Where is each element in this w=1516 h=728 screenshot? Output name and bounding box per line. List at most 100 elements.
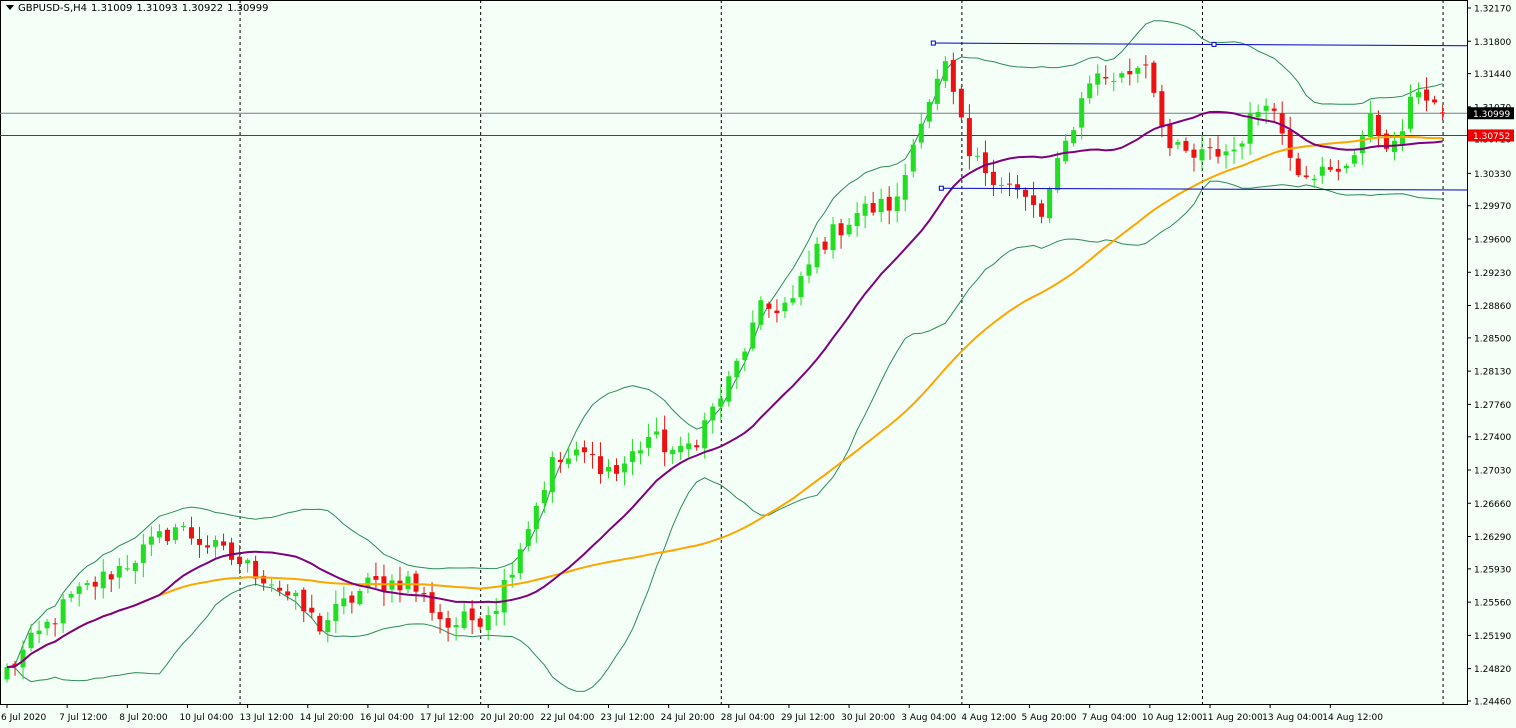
ma-fast-line: [6, 110, 1443, 669]
x-tick-label: 7 Aug 04:00: [1082, 713, 1137, 723]
candle-body: [1383, 133, 1389, 149]
candle-body: [1015, 184, 1021, 190]
candle-body: [814, 243, 820, 268]
candle-body: [1063, 140, 1069, 162]
candle-51: [413, 570, 419, 602]
candle-body: [822, 241, 828, 250]
candle-body: [1215, 149, 1221, 157]
candle-179: [1440, 104, 1446, 121]
candle-body: [213, 540, 219, 547]
candle-55: [445, 610, 451, 642]
candle-body: [445, 618, 451, 628]
candle-122: [982, 140, 988, 187]
channel-lower-anchor[interactable]: [938, 185, 944, 191]
channel-lower-line[interactable]: [941, 187, 1468, 191]
candle-42: [341, 586, 347, 615]
x-tick-label: 23 Jul 12:00: [601, 713, 655, 723]
candle-168: [1351, 149, 1357, 167]
candle-body: [325, 620, 331, 633]
candle-54: [437, 604, 443, 634]
candle-body: [870, 203, 876, 213]
y-tick-label: 1.24460: [1474, 698, 1511, 708]
candle-body: [100, 571, 106, 589]
candle-92: [742, 347, 748, 372]
x-tick-label: 22 Jul 04:00: [540, 713, 594, 723]
candle-body: [589, 453, 595, 455]
candle-body: [854, 213, 860, 227]
candle-body: [886, 196, 892, 211]
candle-body: [1047, 188, 1053, 219]
candle-128: [1031, 181, 1037, 218]
channel-upper-line[interactable]: [933, 42, 1468, 47]
candle-body: [221, 541, 227, 546]
candle-body: [638, 450, 644, 454]
candle-114: [918, 112, 924, 149]
bollinger-lower-line: [6, 180, 1443, 692]
candle-body: [1111, 81, 1117, 83]
candle-11: [92, 576, 98, 600]
candle-body: [84, 583, 90, 585]
channel-upper-anchor-b[interactable]: [1211, 41, 1217, 47]
candle-155: [1247, 102, 1253, 155]
candle-body: [790, 298, 796, 303]
candle-body: [998, 184, 1004, 186]
candle-body: [132, 562, 138, 571]
candle-63: [509, 561, 515, 588]
candle-90: [726, 370, 732, 407]
y-tick-label: 1.29600: [1474, 236, 1511, 246]
candle-39: [317, 613, 323, 635]
candle-100: [806, 250, 812, 283]
candle-89: [718, 386, 724, 420]
candle-103: [830, 217, 836, 259]
candle-88: [710, 403, 716, 434]
candle-141: [1135, 65, 1141, 83]
candle-166: [1335, 160, 1341, 181]
candle-body: [838, 223, 844, 236]
candle-72: [581, 440, 587, 463]
candle-37: [301, 587, 307, 623]
candle-50: [405, 570, 411, 594]
candle-body: [188, 527, 194, 539]
candle-164: [1319, 156, 1325, 184]
candle-25: [205, 535, 210, 554]
candle-body: [606, 467, 611, 472]
candle-170: [1367, 100, 1373, 143]
candle-body: [1199, 149, 1205, 161]
candle-body: [509, 574, 515, 578]
candle-79: [638, 441, 644, 465]
candle-body: [28, 632, 34, 648]
candle-body: [1023, 189, 1029, 197]
dropdown-triangle-icon[interactable]: [6, 5, 14, 10]
candle-body: [52, 623, 58, 625]
candle-16: [132, 560, 138, 584]
candle-87: [702, 412, 708, 459]
bid-price-tag-text: 1.30999: [1473, 110, 1510, 120]
plot-border: [0, 0, 1468, 705]
candle-body: [349, 595, 355, 603]
candle-24: [196, 526, 202, 558]
candle-body: [1327, 167, 1333, 170]
candle-62: [501, 568, 507, 626]
candle-body: [622, 463, 628, 473]
candle-body: [597, 456, 603, 475]
y-tick-label: 1.25930: [1474, 565, 1511, 575]
candle-171: [1375, 110, 1381, 148]
candle-52: [421, 586, 427, 602]
candle-body: [1351, 155, 1357, 164]
candle-104: [838, 218, 844, 249]
candle-74: [597, 442, 603, 484]
candle-body: [1408, 96, 1413, 129]
candle-body: [309, 607, 315, 613]
candle-95: [766, 301, 772, 318]
candle-body: [429, 592, 435, 613]
candle-body: [1295, 158, 1301, 176]
channel-upper-anchor-a[interactable]: [930, 40, 936, 46]
candle-body: [1367, 112, 1373, 138]
candle-body: [830, 224, 836, 251]
candle-124: [998, 177, 1004, 194]
candle-body: [277, 587, 283, 591]
candle-body: [758, 300, 764, 325]
candle-67: [541, 481, 547, 513]
